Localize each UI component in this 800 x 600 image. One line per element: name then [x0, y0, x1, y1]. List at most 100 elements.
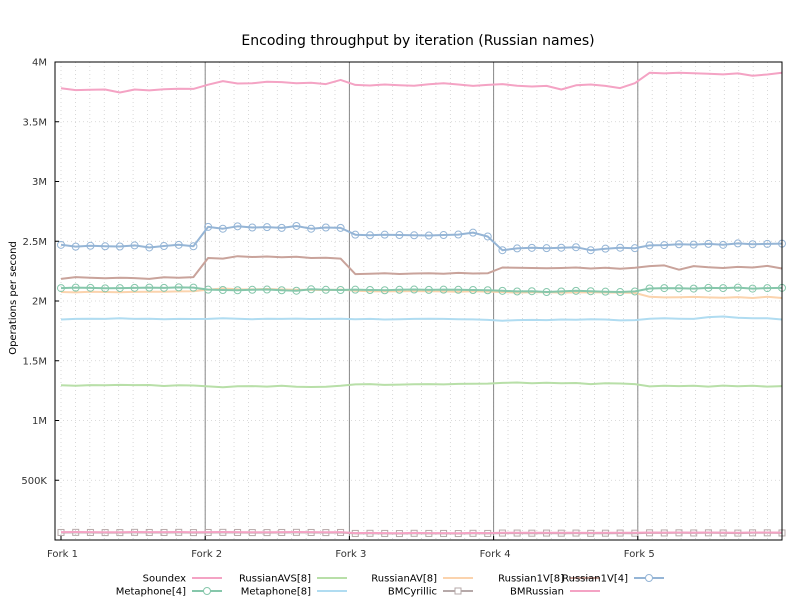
data-point	[557, 243, 566, 252]
data-point	[101, 242, 110, 251]
data-point	[660, 241, 669, 250]
series-8	[60, 531, 783, 535]
series-4	[57, 221, 786, 255]
series-5	[57, 283, 786, 297]
legend-label: Metaphone[4]	[116, 587, 186, 598]
data-point	[601, 287, 610, 296]
data-point	[277, 286, 286, 295]
data-point	[115, 284, 124, 293]
data-point	[424, 285, 433, 294]
y-tick-label: 2.5M	[22, 237, 47, 248]
data-point	[675, 240, 683, 249]
data-point	[645, 284, 654, 293]
x-tick-label: Fork 5	[624, 549, 655, 560]
data-point	[115, 242, 124, 251]
legend-label: Metaphone[8]	[241, 587, 311, 598]
data-point	[704, 239, 713, 248]
data-point	[395, 285, 404, 294]
y-tick-label: 4M	[32, 58, 47, 69]
data-point	[630, 287, 639, 296]
data-point	[204, 285, 213, 294]
data-point	[439, 285, 448, 294]
data-point	[572, 286, 580, 295]
data-point	[218, 286, 227, 295]
data-point	[86, 283, 95, 292]
data-point	[160, 283, 168, 292]
data-point	[719, 284, 728, 293]
data-point	[351, 285, 360, 294]
data-point	[380, 230, 389, 239]
data-point	[336, 286, 345, 295]
data-point	[233, 222, 242, 231]
data-point	[204, 222, 213, 231]
data-point	[689, 240, 698, 249]
series-group	[57, 71, 786, 538]
legend-label: BMCyrillic	[388, 587, 437, 598]
data-point	[601, 244, 610, 253]
y-tick-label: 3.5M	[22, 117, 47, 128]
legend-label: Soundex	[143, 574, 186, 585]
data-point	[71, 242, 80, 251]
data-point	[145, 243, 154, 252]
data-point	[145, 283, 154, 292]
data-point	[366, 286, 374, 295]
x-tick-label: Fork 2	[191, 549, 222, 560]
data-point	[410, 231, 419, 240]
y-axis-label: Operations per second	[8, 241, 19, 355]
y-tick-label: 1M	[32, 416, 47, 427]
series-0	[60, 71, 783, 94]
data-point	[248, 223, 257, 232]
data-point	[748, 284, 757, 293]
legend-marker	[645, 574, 653, 582]
data-point	[263, 223, 271, 232]
data-point	[616, 243, 625, 252]
data-point	[336, 223, 345, 232]
data-point	[763, 284, 772, 293]
data-point	[586, 287, 595, 296]
data-point	[454, 230, 463, 239]
data-point	[174, 283, 183, 292]
data-point	[763, 239, 772, 248]
fork-boundaries	[204, 62, 639, 540]
grid	[55, 61, 783, 540]
data-point	[263, 285, 271, 294]
data-point	[307, 285, 316, 294]
data-point	[586, 246, 595, 255]
plot-frame	[54, 61, 783, 541]
data-point	[366, 231, 374, 240]
data-point	[101, 284, 110, 293]
data-point	[160, 242, 168, 251]
y-tick-label: 3M	[32, 177, 47, 188]
data-point	[86, 241, 95, 250]
data-point	[733, 239, 742, 248]
data-point	[557, 287, 566, 296]
data-point	[513, 287, 522, 296]
series-line	[60, 315, 783, 322]
data-point	[57, 240, 65, 249]
series-line	[60, 381, 783, 389]
data-point	[410, 285, 419, 294]
legend-label: RussianAV[8]	[371, 574, 437, 585]
data-point	[733, 283, 742, 292]
data-point	[292, 221, 301, 230]
data-point	[380, 286, 389, 295]
legend-marker	[203, 587, 211, 595]
x-tick-label: Fork 3	[335, 549, 366, 560]
data-point	[469, 286, 477, 295]
data-point	[483, 286, 492, 295]
data-point	[233, 286, 242, 295]
data-point	[321, 223, 330, 232]
y-ticks: 500K 1M 1.5M 2M 2.5M 3M 3.5M 4M	[21, 58, 59, 487]
data-point	[483, 232, 492, 241]
x-tick-label: Fork 1	[47, 549, 78, 560]
data-point	[130, 283, 139, 292]
series-line	[60, 531, 783, 535]
data-point	[439, 231, 448, 240]
data-point	[527, 287, 536, 296]
data-point	[424, 231, 433, 240]
legend-marker	[454, 587, 462, 595]
data-point	[174, 240, 183, 249]
data-point	[189, 283, 198, 292]
data-point	[469, 228, 477, 237]
